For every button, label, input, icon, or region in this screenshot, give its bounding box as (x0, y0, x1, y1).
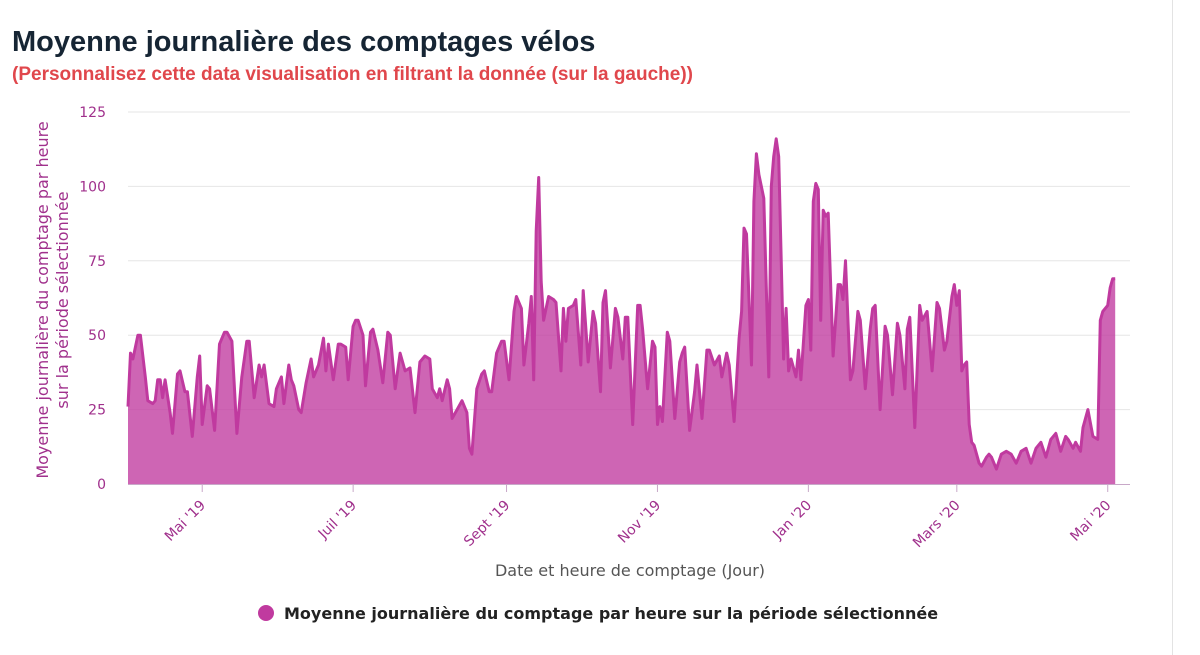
chart-subtitle: (Personnalisez cette data visualisation … (12, 64, 694, 85)
y-tick-label: 100 (79, 179, 106, 195)
x-tick-label: Mai '19 (162, 498, 209, 545)
series-line[interactable] (126, 137, 1116, 471)
y-axis-ticks: 0 25 50 75 100 125 (79, 105, 106, 493)
legend-marker[interactable] (258, 605, 274, 621)
x-tick-label: Sept '19 (461, 498, 513, 550)
x-axis-ticks: Mai '19 Juil '19 Sept '19 Nov '19 Jan '20 Mar… (162, 484, 1115, 551)
y-tick-label: 25 (88, 403, 106, 419)
panel-divider (1172, 0, 1173, 655)
y-tick-label: 75 (88, 254, 106, 270)
y-tick-label: 0 (97, 477, 106, 493)
x-tick-label: Jan '20 (769, 498, 815, 544)
x-axis-title: Date et heure de comptage (Jour) (495, 561, 765, 580)
y-axis-title: Moyenne journalière du comptage par heur… (33, 121, 72, 478)
y-tick-label: 50 (88, 328, 106, 344)
y-tick-label: 125 (79, 105, 106, 121)
legend[interactable]: Moyenne journalière du comptage par heur… (258, 604, 938, 623)
series-area[interactable] (128, 138, 1116, 485)
x-tick-label: Mai '20 (1067, 498, 1114, 545)
x-tick-label: Juil '19 (315, 498, 360, 543)
x-tick-label: Nov '19 (615, 498, 664, 547)
legend-label[interactable]: Moyenne journalière du comptage par heur… (284, 604, 938, 623)
chart-title: Moyenne journalière des comptages vélos (12, 26, 596, 58)
x-tick-label: Mars '20 (910, 498, 964, 552)
